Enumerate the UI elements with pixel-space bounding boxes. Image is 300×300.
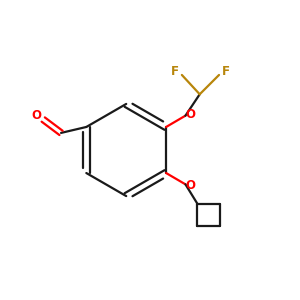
Text: O: O	[186, 108, 196, 121]
Text: O: O	[32, 110, 42, 122]
Text: O: O	[186, 179, 196, 192]
Text: F: F	[222, 65, 230, 79]
Text: F: F	[171, 65, 179, 79]
